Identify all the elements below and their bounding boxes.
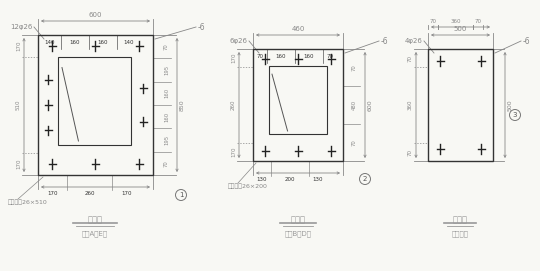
Text: 170: 170 — [231, 53, 236, 63]
Text: 130: 130 — [256, 177, 267, 182]
Text: 195: 195 — [164, 65, 169, 75]
Text: 360: 360 — [408, 100, 413, 110]
Text: 140: 140 — [124, 40, 134, 44]
Text: 1: 1 — [179, 192, 183, 198]
Text: 200: 200 — [285, 177, 295, 182]
Text: 用于A、E跨: 用于A、E跨 — [82, 230, 108, 237]
Text: 170: 170 — [231, 147, 236, 157]
Text: 130: 130 — [313, 177, 323, 182]
Text: 70: 70 — [429, 19, 436, 24]
Text: 中间形制26×510: 中间形制26×510 — [8, 199, 48, 205]
Text: 510: 510 — [16, 100, 21, 110]
Text: 中间形制26×200: 中间形制26×200 — [228, 183, 268, 189]
Text: 6φ26: 6φ26 — [230, 38, 248, 44]
Bar — [253, 49, 343, 161]
Text: 195: 195 — [164, 135, 169, 145]
Text: 用于方节: 用于方节 — [451, 230, 469, 237]
Text: 140: 140 — [44, 40, 55, 44]
Text: 160: 160 — [164, 88, 169, 98]
Text: 12φ26: 12φ26 — [11, 24, 33, 30]
Text: 170: 170 — [122, 191, 132, 196]
Text: 170: 170 — [16, 41, 21, 51]
Text: 160: 160 — [164, 112, 169, 122]
Text: 2: 2 — [363, 176, 367, 182]
Text: 70: 70 — [408, 149, 413, 156]
Text: 70: 70 — [256, 53, 264, 59]
Bar — [58, 57, 131, 145]
Text: 70: 70 — [352, 64, 357, 71]
Text: 160: 160 — [98, 40, 108, 44]
Text: 500: 500 — [453, 26, 467, 32]
Text: 70: 70 — [327, 53, 334, 59]
Bar — [428, 49, 493, 161]
Text: 260: 260 — [231, 100, 236, 110]
Text: -6: -6 — [381, 37, 389, 46]
Text: 480: 480 — [352, 100, 357, 110]
Text: -6: -6 — [198, 22, 206, 31]
Text: 70: 70 — [164, 43, 169, 50]
Text: 模板一: 模板一 — [87, 215, 103, 224]
Text: 70: 70 — [164, 160, 169, 167]
Bar — [269, 66, 327, 134]
Text: 160: 160 — [70, 40, 80, 44]
Text: 850: 850 — [180, 99, 185, 111]
Text: 260: 260 — [84, 191, 94, 196]
Text: 500: 500 — [508, 99, 513, 111]
Text: -6: -6 — [523, 37, 531, 46]
Text: 模板三: 模板三 — [453, 215, 468, 224]
Text: 模板二: 模板二 — [291, 215, 306, 224]
Text: 600: 600 — [88, 12, 102, 18]
Text: 3: 3 — [513, 112, 517, 118]
Text: 160: 160 — [276, 53, 286, 59]
Text: 70: 70 — [408, 54, 413, 62]
Bar — [38, 35, 153, 175]
Text: 600: 600 — [368, 99, 373, 111]
Text: 170: 170 — [48, 191, 58, 196]
Text: 70: 70 — [475, 19, 482, 24]
Text: 4φ26: 4φ26 — [405, 38, 423, 44]
Text: 160: 160 — [303, 53, 314, 59]
Text: 用于B～D跨: 用于B～D跨 — [285, 230, 312, 237]
Text: 360: 360 — [450, 19, 461, 24]
Text: 70: 70 — [352, 139, 357, 146]
Text: 460: 460 — [291, 26, 305, 32]
Text: 170: 170 — [16, 159, 21, 169]
